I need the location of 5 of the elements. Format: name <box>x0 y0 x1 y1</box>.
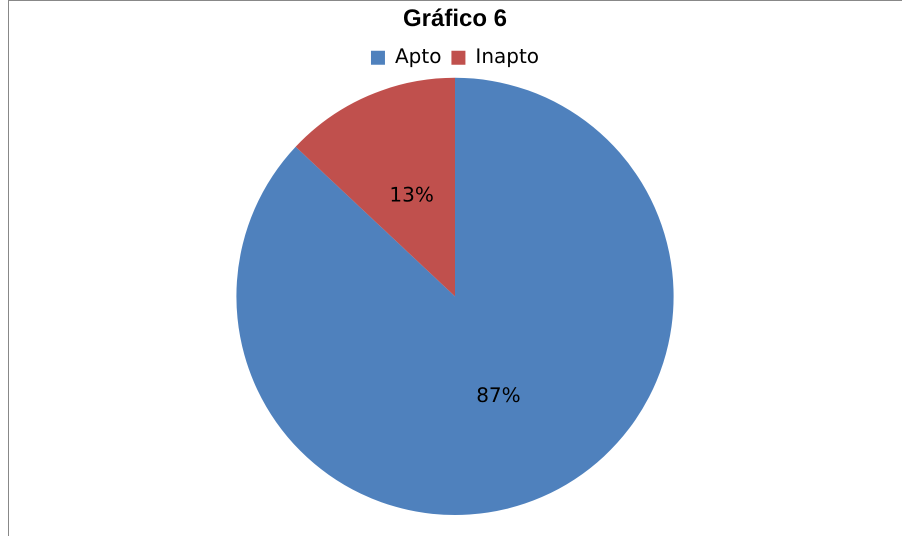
chart-title: Gráfico 6 <box>402 5 508 32</box>
legend-label: Apto <box>394 44 442 68</box>
data-label: 87% <box>476 382 521 407</box>
legend-label: Inapto <box>475 44 540 68</box>
data-label: 13% <box>389 182 434 206</box>
